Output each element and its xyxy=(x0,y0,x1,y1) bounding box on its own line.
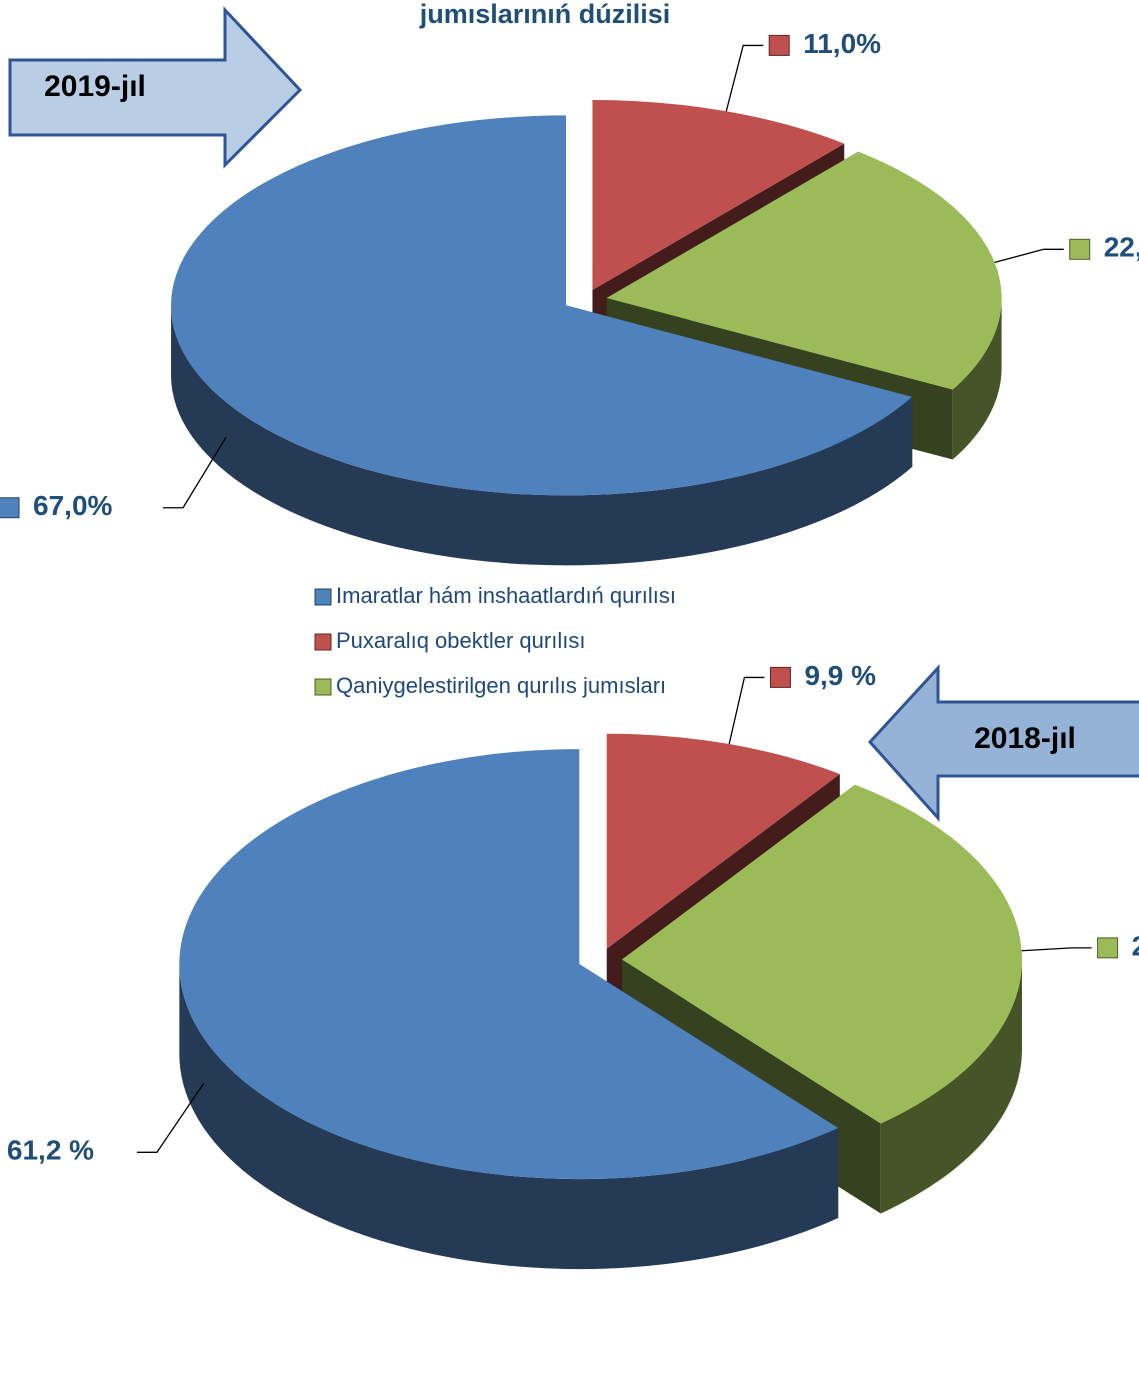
slice xyxy=(621,784,1022,1124)
legend-label: Imaratlar hám inshaatlardıń qurılısı xyxy=(336,583,676,608)
legend-label: Puxaralıq obektler qurılısı xyxy=(336,628,585,653)
arrow-2019 xyxy=(8,6,303,169)
legend-label: Qaniygelestirilgen qurılıs jumısları xyxy=(336,673,666,698)
chart-title: jumıslarınıń dúzilisi xyxy=(419,0,671,29)
data-label: 11,0% xyxy=(803,28,881,59)
slice xyxy=(592,100,845,291)
leader-line xyxy=(136,1082,205,1153)
leader-line xyxy=(994,248,1064,264)
leader-line xyxy=(725,44,764,112)
legend-marker xyxy=(768,34,790,56)
slice-wall xyxy=(952,298,1002,460)
pies: 67,0% 11,0% 22,0% Imaratlar hám inshaatlard… xyxy=(0,28,1139,1270)
legend-marker xyxy=(314,588,332,606)
slice-wall xyxy=(880,959,1022,1214)
annotation: 2018-jıl xyxy=(974,722,1076,755)
leader-line xyxy=(1021,947,1092,952)
leader-line xyxy=(163,436,227,509)
slice xyxy=(606,733,840,949)
slice-wall xyxy=(171,305,913,566)
data-label: 28,9% xyxy=(1132,930,1139,961)
data-label: 22,0% xyxy=(1104,232,1139,263)
arrow-2018 xyxy=(867,664,1139,822)
data-label: 67,0% xyxy=(33,490,112,521)
data-label: 61,2 % xyxy=(7,1135,94,1166)
leader-line xyxy=(728,676,765,745)
legend-marker xyxy=(769,666,791,688)
legend-marker xyxy=(314,678,332,696)
legend-marker xyxy=(0,497,20,519)
slice xyxy=(606,151,1002,390)
data-label: 9,9 % xyxy=(804,660,876,691)
legend-marker xyxy=(314,633,332,651)
slice xyxy=(179,749,839,1180)
legend-marker xyxy=(1097,937,1119,959)
annotation: 2019-jıl xyxy=(44,70,146,103)
legend-marker xyxy=(1069,238,1091,260)
slice-wall xyxy=(179,964,839,1270)
slice xyxy=(171,115,913,496)
